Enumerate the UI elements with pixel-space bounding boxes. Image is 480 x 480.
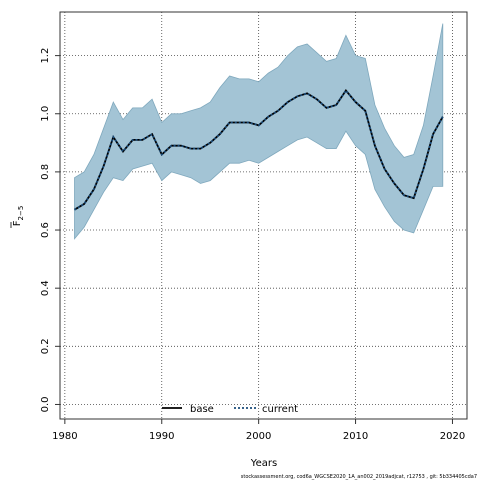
series-line-current (74, 89, 444, 211)
x-axis-ticks: 1980 1990 2000 2010 2020 (52, 419, 465, 442)
x-tick-label: 1990 (149, 431, 174, 442)
footer-note: stockassessment.org, cod6a_WGCSE2020_1A_… (241, 474, 477, 480)
y-tick-label: 0.6 (40, 222, 51, 238)
y-axis-title: F2−5 (10, 206, 25, 228)
x-axis-title: Years (250, 458, 277, 469)
confidence-band-area (74, 23, 444, 240)
x-tick-label: 1980 (52, 431, 77, 442)
y-axis-title-main: F (12, 220, 23, 226)
x-tick-label: 2020 (440, 431, 465, 442)
legend-label-current: current (262, 404, 298, 415)
svg-text:F2−5: F2−5 (12, 206, 25, 227)
y-tick-label: 1.0 (40, 106, 51, 122)
legend-label-base: base (190, 404, 214, 415)
plot-frame (59, 11, 468, 420)
legend: base current (162, 404, 298, 415)
y-tick-label: 0.8 (40, 164, 51, 180)
y-axis-ticks: 0.0 0.2 0.4 0.6 0.8 1.0 1.2 (40, 48, 60, 413)
confidence-band (74, 23, 444, 240)
y-tick-label: 0.4 (40, 280, 51, 296)
y-tick-label: 0.0 (40, 397, 51, 413)
x-tick-label: 2010 (343, 431, 368, 442)
y-tick-label: 0.2 (40, 338, 51, 354)
x-tick-label: 2000 (246, 431, 271, 442)
y-axis-title-sub: 2−5 (17, 206, 25, 221)
y-tick-label: 1.2 (40, 48, 51, 64)
series-lines (74, 89, 444, 211)
